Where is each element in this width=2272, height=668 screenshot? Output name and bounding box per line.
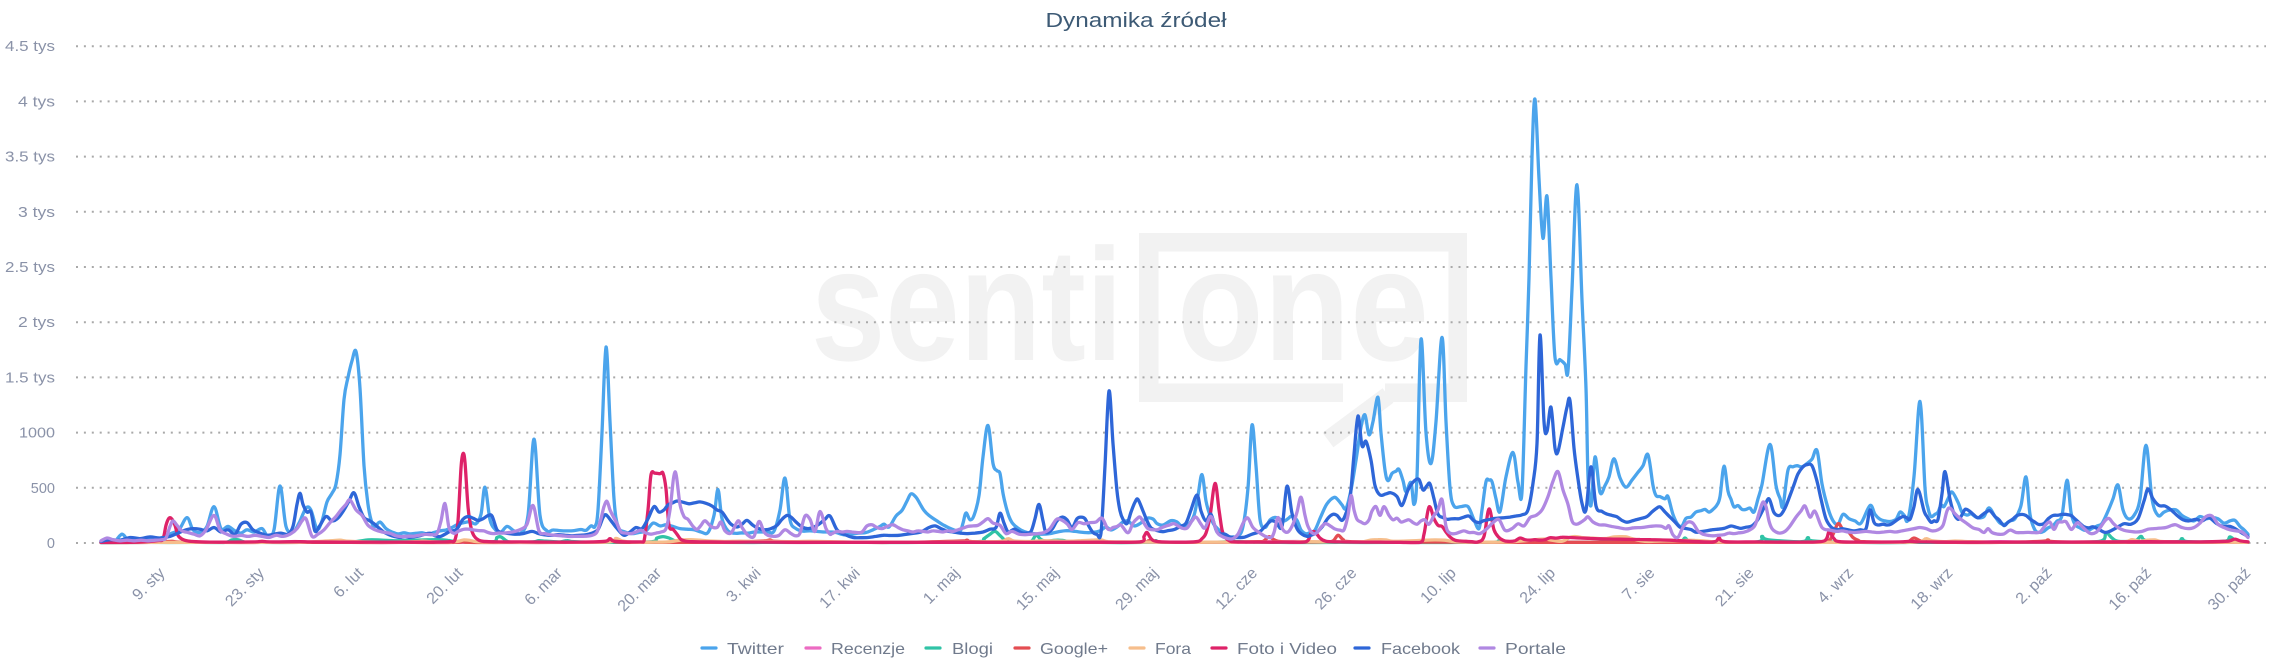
svg-text:2.5 tys: 2.5 tys (5, 260, 55, 276)
svg-text:Foto i Video: Foto i Video (1237, 641, 1337, 658)
svg-text:senti: senti (811, 215, 1123, 394)
svg-text:1000: 1000 (19, 426, 55, 442)
svg-text:Blogi: Blogi (952, 641, 993, 658)
svg-text:1.5 tys: 1.5 tys (5, 370, 55, 386)
svg-text:Recenzje: Recenzje (831, 641, 905, 658)
svg-text:3 tys: 3 tys (18, 205, 55, 221)
svg-text:Fora: Fora (1155, 641, 1191, 658)
svg-text:500: 500 (31, 481, 55, 497)
svg-text:Dynamika źródeł: Dynamika źródeł (1046, 10, 1228, 32)
svg-text:Google+: Google+ (1040, 641, 1108, 658)
svg-text:0: 0 (47, 536, 55, 552)
svg-text:3.5 tys: 3.5 tys (5, 150, 55, 166)
svg-text:4 tys: 4 tys (18, 94, 55, 110)
svg-text:Portale: Portale (1505, 641, 1566, 658)
svg-text:Twitter: Twitter (727, 641, 785, 658)
svg-text:2 tys: 2 tys (18, 315, 55, 331)
svg-text:Facebook: Facebook (1381, 641, 1461, 658)
svg-text:4.5 tys: 4.5 tys (5, 39, 55, 55)
